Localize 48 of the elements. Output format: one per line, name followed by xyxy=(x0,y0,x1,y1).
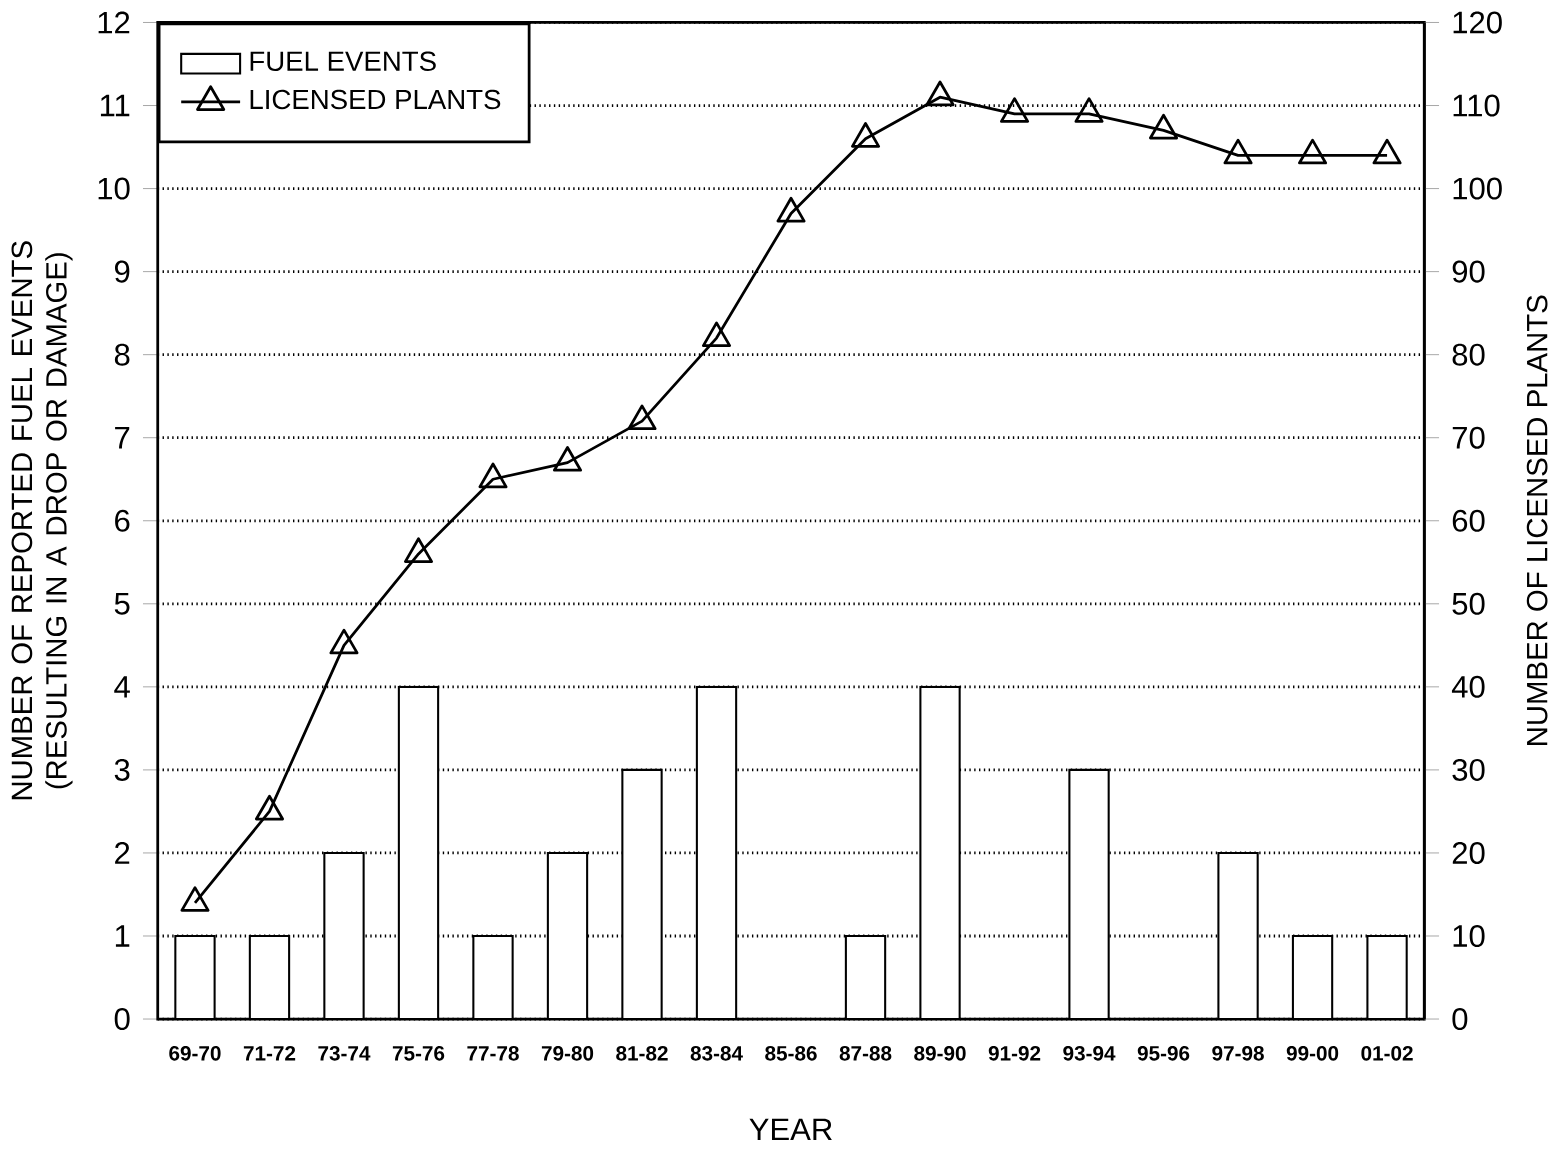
y-tick-label: 10 xyxy=(98,177,130,200)
x-tick-label: 91-92 xyxy=(988,1046,1041,1061)
y-tick-label: 5 xyxy=(114,593,130,615)
y2-tick-label: 40 xyxy=(1451,676,1485,699)
x-tick-label: 83-84 xyxy=(690,1046,743,1061)
x-tick-label: 69-70 xyxy=(169,1046,221,1061)
x-tick-label: 97-98 xyxy=(1212,1046,1264,1061)
y2-tick-label: 30 xyxy=(1452,759,1485,782)
x-tick-label: 93-94 xyxy=(1063,1046,1116,1061)
y-axis-title: NUMBER OF REPORTED FUEL EVENTS (RESULTING IN A DROP OR DAMAGE) xyxy=(11,241,73,800)
y-tick-label: 0 xyxy=(114,1008,130,1031)
x-tick-label: 95-96 xyxy=(1137,1046,1190,1061)
x-tick-label: 99-00 xyxy=(1286,1046,1339,1061)
x-tick-label: 85-86 xyxy=(765,1046,817,1061)
y2-tick-label: 100 xyxy=(1453,177,1502,200)
x-tick-label: 01-02 xyxy=(1361,1046,1413,1061)
y2-tick-label: 50 xyxy=(1452,593,1485,616)
y2-tick-label: 10 xyxy=(1453,925,1485,948)
x-tick-label: 75-76 xyxy=(392,1046,445,1061)
y-tick-label: 8 xyxy=(114,343,130,366)
y-tick-label: 9 xyxy=(114,260,130,283)
x-tick-label: 79-80 xyxy=(541,1046,594,1061)
y2-tick-label: 110 xyxy=(1453,94,1500,117)
x-axis-title: YEAR xyxy=(749,1118,832,1141)
x-tick-label: 89-90 xyxy=(914,1046,966,1061)
legend-label: FUEL EVENTS xyxy=(250,51,436,72)
y2-tick-label: 60 xyxy=(1452,509,1485,532)
y2-tick-label: 90 xyxy=(1452,260,1485,283)
x-tick-label: 73-74 xyxy=(318,1046,371,1061)
y-tick-label: 12 xyxy=(98,11,130,34)
y-tick-label: 11 xyxy=(100,95,130,117)
legend-label: LICENSED PLANTS xyxy=(250,89,501,110)
y-tick-label: 1 xyxy=(115,925,130,947)
y2-tick-label: 0 xyxy=(1452,1008,1468,1031)
y-tick-label: 6 xyxy=(115,509,130,532)
y-tick-label: 2 xyxy=(115,842,130,864)
x-tick-label: 81-82 xyxy=(616,1046,668,1061)
y2-tick-label: 80 xyxy=(1452,343,1485,366)
y-tick-label: 3 xyxy=(114,759,130,782)
y2-tick-label: 20 xyxy=(1452,842,1485,865)
y-tick-label: 7 xyxy=(115,427,130,449)
y-tick-label: 4 xyxy=(114,676,130,698)
y2-tick-label: 70 xyxy=(1452,426,1485,449)
x-tick-label: 87-88 xyxy=(839,1046,892,1061)
y2-tick-label: 120 xyxy=(1453,11,1502,34)
y2-axis-title: NUMBER OF LICENSED PLANTS xyxy=(1526,295,1548,746)
x-tick-label: 77-78 xyxy=(467,1046,519,1061)
x-tick-label: 71-72 xyxy=(243,1046,296,1061)
